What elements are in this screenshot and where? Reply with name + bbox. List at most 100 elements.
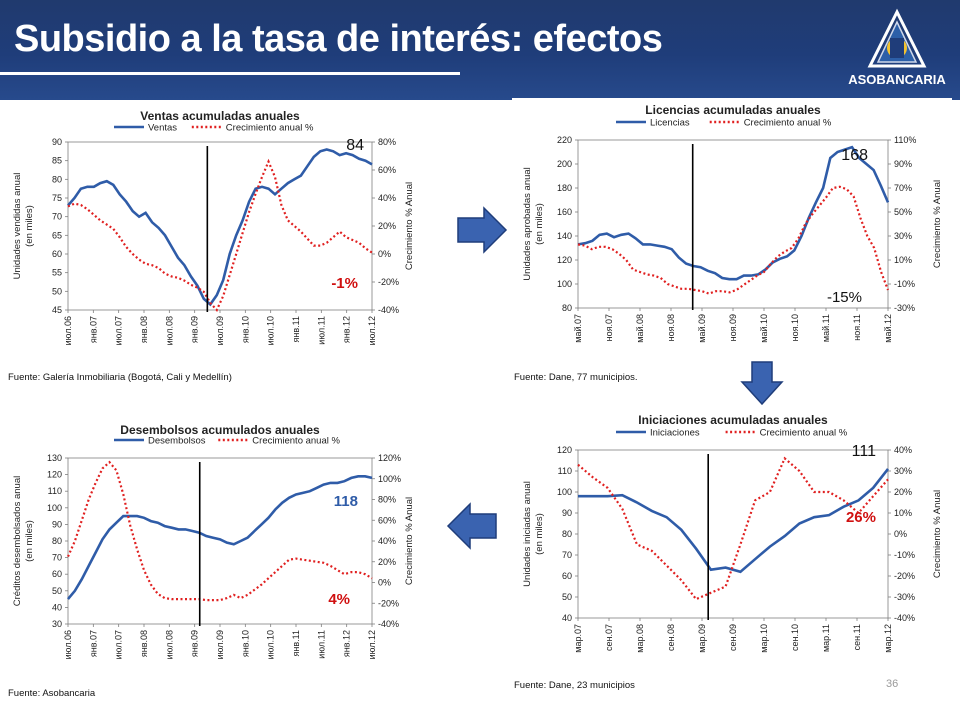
y-tick-label: 85 (52, 156, 62, 166)
series-growth-line (577, 185, 890, 295)
y2-tick-label: 0% (378, 249, 391, 259)
legend-label: Crecimiento anual % (252, 436, 340, 447)
y2-tick-label: -40% (894, 613, 915, 623)
y2-tick-label: 20% (894, 487, 912, 497)
y-axis-title: Unidades vendidas anual (12, 173, 23, 280)
x-tick-label: янв.07 (88, 316, 98, 343)
x-tick-label: янв.10 (240, 316, 250, 343)
y-tick-label: 70 (52, 553, 62, 563)
y-tick-label: 100 (47, 503, 62, 513)
y-tick-label: 60 (562, 571, 572, 581)
x-tick-label: май.08 (635, 314, 645, 343)
y-tick-label: 80 (52, 536, 62, 546)
x-tick-label: янв.11 (291, 316, 301, 342)
series-main-line (578, 468, 890, 574)
y2-tick-label: -10% (894, 279, 915, 289)
y2-tick-label: -20% (894, 571, 915, 581)
y-axis-title-unit: (en miles) (24, 520, 35, 562)
x-tick-label: мар.08 (635, 624, 645, 653)
y2-axis-title: Crecimiento % Anual (404, 182, 415, 270)
series-main-line (577, 145, 890, 281)
x-tick-label: мар.11 (821, 624, 831, 652)
x-tick-label: июл.06 (63, 630, 73, 659)
x-tick-label: май.12 (883, 314, 893, 343)
x-tick-label: июл.08 (164, 630, 174, 659)
y-tick-label: 140 (557, 231, 572, 241)
callout-label: 111 (852, 443, 876, 460)
x-tick-label: ноя.11 (852, 314, 862, 341)
chart-panel-licencias: Licencias acumuladas anuales Licencias Cre… (512, 98, 952, 388)
callout-label: 168 (841, 147, 868, 164)
slide-title: Subsidio a la tasa de interés: efectos (14, 18, 663, 60)
y2-tick-label: 100% (378, 474, 401, 484)
x-tick-label: июл.07 (114, 630, 124, 659)
legend-label: Crecimiento anual % (226, 123, 314, 134)
y2-tick-label: 40% (894, 445, 912, 455)
x-tick-label: июл.10 (266, 316, 276, 345)
page-number: 36 (886, 678, 899, 690)
chart-iniciaciones: Iniciaciones acumuladas anualesIniciacio… (522, 413, 943, 653)
source-iniciaciones: Fuente: Dane, 23 municipios (514, 680, 635, 691)
logo-text: ASOBANCARIA (848, 72, 946, 87)
y2-tick-label: 50% (894, 207, 912, 217)
x-tick-label: май.09 (697, 314, 707, 343)
y2-tick-label: 10% (894, 508, 912, 518)
y-tick-label: 30 (52, 619, 62, 629)
y2-tick-label: 20% (378, 221, 396, 231)
y2-tick-label: -40% (378, 305, 399, 315)
x-tick-label: сен.11 (852, 624, 862, 650)
x-tick-label: янв.08 (139, 316, 149, 343)
x-tick-label: янв.12 (342, 630, 352, 657)
y-tick-label: 100 (557, 487, 572, 497)
callout-label: 4% (328, 591, 350, 608)
y2-axis-title: Crecimiento % Anual (404, 497, 415, 585)
y2-tick-label: 60% (378, 515, 396, 525)
y-tick-label: 40 (52, 602, 62, 612)
callout-label: 26% (846, 509, 876, 526)
y-tick-label: 60 (52, 249, 62, 259)
y2-axis-title: Crecimiento % Anual (932, 180, 943, 268)
y-axis-title: Unidades iniciadas anual (522, 481, 533, 587)
y2-tick-label: 80% (378, 137, 396, 147)
y-tick-label: 90 (562, 508, 572, 518)
x-tick-label: ноя.09 (728, 314, 738, 341)
y-axis-title-unit: (en miles) (534, 203, 545, 245)
y2-tick-label: 30% (894, 466, 912, 476)
arrow-down-icon (740, 361, 784, 406)
y2-tick-label: -30% (894, 303, 915, 313)
y-tick-label: 80 (52, 174, 62, 184)
x-tick-label: июл.11 (316, 316, 326, 345)
y2-tick-label: 110% (894, 135, 916, 145)
title-underline (0, 72, 460, 75)
x-tick-label: июл.11 (316, 630, 326, 659)
legend-label: Licencias (650, 118, 690, 129)
y2-tick-label: 40% (378, 536, 396, 546)
legend-label: Iniciaciones (650, 428, 700, 439)
callout-label: -15% (827, 289, 862, 306)
y-tick-label: 45 (52, 305, 62, 315)
y-tick-label: 80 (562, 529, 572, 539)
logo-icon (867, 8, 927, 68)
y-tick-label: 60 (52, 569, 62, 579)
x-tick-label: мар.07 (573, 624, 583, 653)
source-ventas: Fuente: Galería Inmobiliaria (Bogotá, Ca… (8, 372, 232, 383)
x-tick-label: янв.09 (190, 630, 200, 657)
y2-tick-label: 0% (894, 529, 907, 539)
y2-tick-label: 70% (894, 183, 912, 193)
y2-tick-label: 60% (378, 165, 396, 175)
x-tick-label: май.11 (821, 314, 831, 342)
y2-tick-label: 120% (378, 453, 401, 463)
y-tick-label: 90 (52, 137, 62, 147)
y-tick-label: 50 (52, 586, 62, 596)
y-tick-label: 65 (52, 230, 62, 240)
y-tick-label: 160 (557, 207, 572, 217)
y-tick-label: 50 (52, 286, 62, 296)
series-growth-line (577, 456, 889, 601)
y-tick-label: 120 (557, 255, 572, 265)
chart-title: Iniciaciones acumuladas anuales (638, 413, 828, 427)
series-main-line (67, 148, 373, 307)
chart-panel-iniciaciones: Iniciaciones acumuladas anuales Iniciacio… (512, 404, 952, 700)
x-tick-label: июл.08 (164, 316, 174, 345)
y2-tick-label: -20% (378, 277, 399, 287)
chart-desembolsos: Desembolsos acumulados anualesDesembolso… (12, 423, 415, 659)
